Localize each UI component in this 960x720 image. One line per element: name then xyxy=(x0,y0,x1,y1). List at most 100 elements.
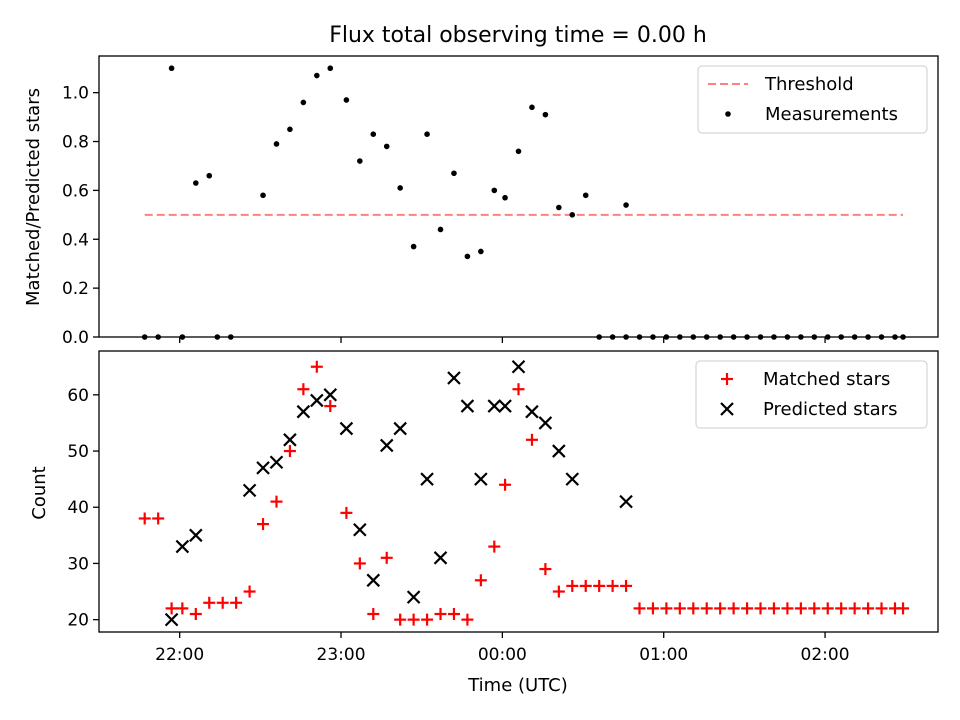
predicted-point xyxy=(175,539,190,554)
matched-point xyxy=(216,596,229,609)
count-panel: Count Time (UTC) 20 30 40 50 60 22:00 23:00 00… xyxy=(29,350,939,696)
measurement-point xyxy=(260,192,266,199)
measurement-point xyxy=(327,65,334,72)
matched-point xyxy=(660,602,673,615)
predicted-legend-label: Predicted stars xyxy=(763,399,897,420)
predicted-point xyxy=(366,573,381,588)
count-xtick-label: 02:00 xyxy=(801,645,850,665)
count-ytick-label: 50 xyxy=(67,442,89,462)
measurement-point xyxy=(343,97,350,103)
matched-point xyxy=(189,608,202,621)
matched-point xyxy=(754,602,767,615)
measurements-legend-label: Measurements xyxy=(765,104,898,125)
matched-point xyxy=(421,613,434,626)
ratio-axes-frame xyxy=(98,55,939,338)
matched-point xyxy=(862,602,875,615)
measurement-point xyxy=(451,170,457,177)
measurement-point xyxy=(287,126,293,133)
matched-point xyxy=(499,478,512,491)
measurement-point xyxy=(437,226,444,233)
count-xtick-label: 23:00 xyxy=(317,645,366,665)
measurement-point xyxy=(314,72,320,79)
matched-point xyxy=(593,579,606,592)
count-y-axis: 20 30 40 50 60 xyxy=(67,386,99,631)
count-x-axis: 22:00 23:00 00:00 01:00 02:00 xyxy=(155,632,850,665)
ratio-ytick-label: 0.0 xyxy=(62,328,89,348)
matched-point xyxy=(525,433,538,446)
matched-point xyxy=(353,557,366,570)
matched-point xyxy=(727,602,740,615)
ratio-ytick-label: 0.6 xyxy=(62,181,89,201)
predicted-point xyxy=(538,416,553,430)
count-xtick-label: 22:00 xyxy=(155,645,204,665)
matched-point xyxy=(297,383,310,396)
measurement-point xyxy=(370,131,377,137)
predicted-point xyxy=(283,433,297,447)
matched-point xyxy=(138,512,151,525)
measurement-point xyxy=(569,212,576,218)
matched-point xyxy=(646,602,659,615)
matched-legend-swatch xyxy=(721,373,733,385)
matched-point xyxy=(794,602,807,615)
predicted-point xyxy=(460,399,475,413)
count-ytick-label: 30 xyxy=(67,554,89,574)
predicted-legend-swatch xyxy=(720,402,734,416)
ratio-ytick-label: 0.2 xyxy=(62,279,89,299)
matched-point xyxy=(767,602,780,615)
measurement-point xyxy=(300,99,307,106)
predicted-point xyxy=(379,438,394,453)
predicted-point xyxy=(242,483,257,498)
predicted-point xyxy=(619,494,633,509)
measurement-point xyxy=(273,141,280,147)
predicted-point xyxy=(393,421,407,436)
matched-point xyxy=(394,613,407,626)
measurement-point xyxy=(502,194,508,201)
matched-point xyxy=(243,585,256,598)
matched-point xyxy=(434,608,447,621)
ratio-x-ticks xyxy=(179,337,826,343)
matched-point xyxy=(324,400,337,413)
ratio-legend: Threshold Measurements xyxy=(697,65,928,134)
measurement-point xyxy=(397,185,403,191)
matched-point xyxy=(552,585,565,598)
predicted-point xyxy=(420,472,434,486)
predicted-point xyxy=(269,455,284,470)
count-xtick-label: 00:00 xyxy=(478,645,527,665)
count-legend: Matched stars Predicted stars xyxy=(695,360,928,429)
predicted-point xyxy=(256,461,270,475)
ratio-y-axis: 0.0 0.2 0.4 0.6 0.8 1.0 xyxy=(62,84,99,348)
ratio-ytick-label: 0.4 xyxy=(62,230,89,250)
measurement-point xyxy=(491,187,498,194)
matched-point xyxy=(270,495,283,508)
predicted-point xyxy=(189,528,203,543)
matched-point xyxy=(633,602,646,615)
predicted-point xyxy=(353,522,367,537)
measurement-point xyxy=(383,143,390,150)
matched-point xyxy=(835,602,848,615)
measurement-point xyxy=(529,104,535,111)
matched-point xyxy=(257,518,270,531)
matched-point xyxy=(152,512,165,525)
matched-point xyxy=(176,602,189,615)
predicted-point xyxy=(552,444,566,458)
predicted-point xyxy=(406,590,421,604)
matched-point xyxy=(673,602,686,615)
predicted-point xyxy=(164,612,179,627)
predicted-point xyxy=(296,404,311,419)
ratio-legend-box xyxy=(697,65,928,134)
chart-title: Flux total observing time = 0.00 h xyxy=(329,23,707,48)
measurement-point xyxy=(464,253,471,260)
predicted-point xyxy=(511,359,526,374)
matched-point xyxy=(808,602,821,615)
predicted-point xyxy=(487,399,502,413)
ratio-plot-area xyxy=(141,65,906,340)
measurement-point xyxy=(478,248,484,255)
measurement-point xyxy=(357,158,363,164)
matched-point xyxy=(461,613,474,626)
matched-point xyxy=(340,506,353,519)
matched-point xyxy=(620,579,633,592)
measurement-point xyxy=(556,204,562,211)
ratio-ytick-label: 1.0 xyxy=(62,84,89,104)
count-ytick-label: 60 xyxy=(67,386,89,406)
